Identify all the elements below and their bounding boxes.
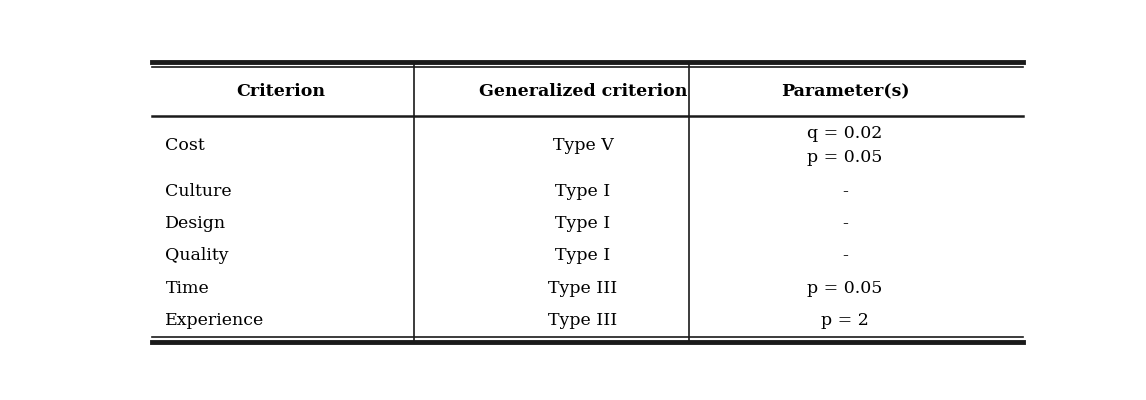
Text: Quality: Quality (165, 248, 229, 264)
Text: Design: Design (165, 215, 227, 232)
Text: Culture: Culture (165, 183, 233, 200)
Text: Time: Time (165, 280, 210, 297)
Text: -: - (842, 183, 848, 200)
Text: Cost: Cost (165, 137, 205, 154)
Text: q = 0.02
p = 0.05: q = 0.02 p = 0.05 (807, 125, 882, 166)
Text: Type I: Type I (556, 215, 611, 232)
Text: Type I: Type I (556, 248, 611, 264)
Text: -: - (842, 248, 848, 264)
Text: Type V: Type V (552, 137, 613, 154)
Text: Generalized criterion: Generalized criterion (479, 83, 688, 100)
Text: Experience: Experience (165, 312, 265, 329)
Text: p = 0.05: p = 0.05 (807, 280, 882, 297)
Text: -: - (842, 215, 848, 232)
Text: Type III: Type III (548, 312, 618, 329)
Text: Type III: Type III (548, 280, 618, 297)
Text: Parameter(s): Parameter(s) (780, 83, 909, 100)
Text: p = 2: p = 2 (821, 312, 869, 329)
Text: Type I: Type I (556, 183, 611, 200)
Text: Criterion: Criterion (236, 83, 325, 100)
